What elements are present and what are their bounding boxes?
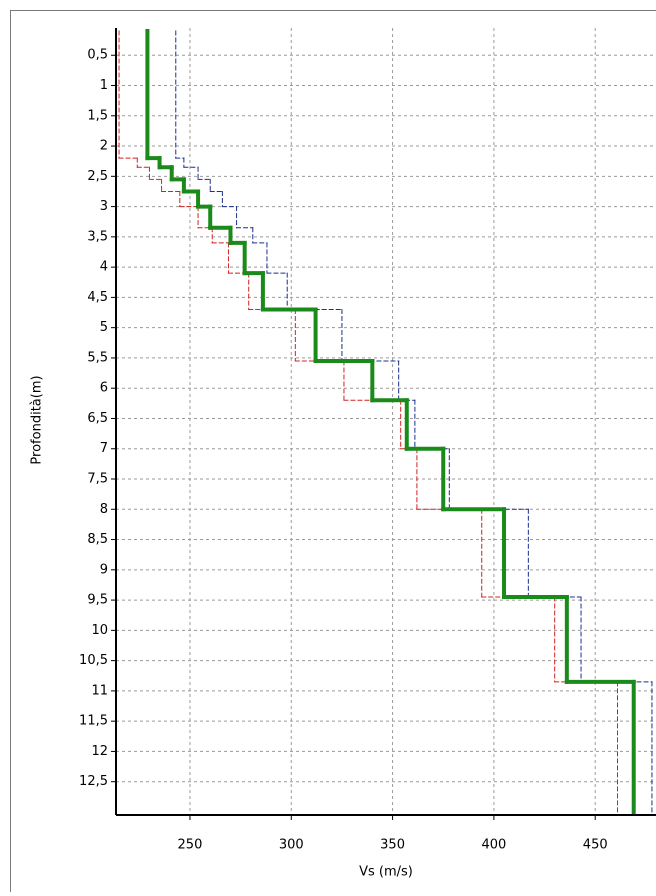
y-axis-label: Profondità(m): [30, 375, 45, 464]
y-tick-label: 1,5: [87, 108, 108, 123]
y-tick-label: 8: [100, 502, 108, 517]
y-tick-label: 4,5: [87, 290, 108, 305]
y-tick-label: 8,5: [87, 532, 108, 547]
y-tick-label: 12,5: [79, 774, 108, 789]
y-tick-label: 1: [100, 78, 108, 93]
y-tick-label: 10: [91, 623, 108, 638]
y-tick-label: 11,5: [79, 714, 108, 729]
y-tick-label: 5: [100, 320, 108, 335]
y-tick-label: 2: [100, 139, 108, 154]
y-tick-label: 3,5: [87, 229, 108, 244]
y-tick-label: 11: [91, 683, 108, 698]
y-tick-label: 5,5: [87, 350, 108, 365]
y-tick-label: 0,5: [87, 48, 108, 63]
y-tick-label: 7: [100, 441, 108, 456]
y-tick-label: 10,5: [79, 653, 108, 668]
y-tick-label: 6: [100, 381, 108, 396]
x-tick-label: 250: [178, 838, 203, 853]
x-tick-label: 400: [481, 838, 506, 853]
x-tick-label: 350: [380, 838, 405, 853]
y-tick-label: 4: [100, 260, 108, 275]
y-tick-label: 2,5: [87, 169, 108, 184]
x-tick-label: 300: [279, 838, 304, 853]
y-tick-label: 9,5: [87, 593, 108, 608]
y-tick-label: 3: [100, 199, 108, 214]
y-tick-label: 6,5: [87, 411, 108, 426]
x-tick-label: 450: [583, 838, 608, 853]
y-tick-label: 7,5: [87, 472, 108, 487]
y-tick-label: 9: [100, 562, 108, 577]
x-axis-label: Vs (m/s): [359, 865, 413, 880]
y-tick-label: 12: [91, 744, 108, 759]
